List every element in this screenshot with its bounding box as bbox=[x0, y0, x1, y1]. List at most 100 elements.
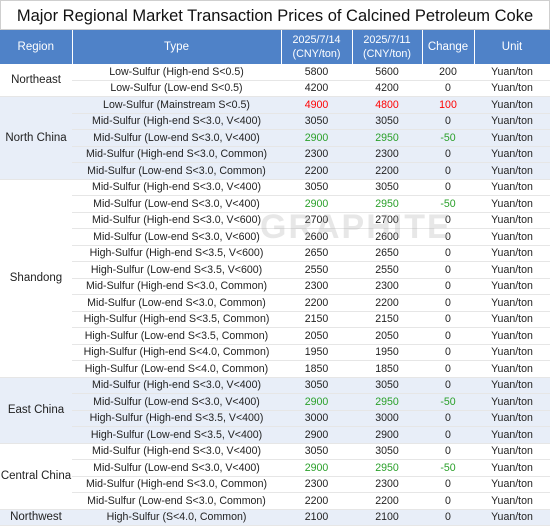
price-current-cell: 2600 bbox=[281, 228, 352, 246]
type-cell: High-Sulfur (High-end S<3.5, V<400) bbox=[72, 410, 281, 427]
price-previous-cell: 2200 bbox=[352, 162, 422, 180]
price-previous-cell: 2950 bbox=[352, 459, 422, 477]
table-row: Mid-Sulfur (High-end S<3.0, Common) 2300 2… bbox=[0, 146, 550, 163]
type-cell: High-Sulfur (Low-end S<3.5, Common) bbox=[72, 327, 281, 345]
type-cell: High-Sulfur (High-end S<4.0, Common) bbox=[72, 344, 281, 361]
price-current-cell: 2200 bbox=[281, 492, 352, 510]
header-row: Region Type 2025/7/14 (CNY/ton) 2025/7/1… bbox=[0, 30, 550, 64]
change-cell: 0 bbox=[422, 146, 474, 163]
type-cell: Mid-Sulfur (Low-end S<3.0, Common) bbox=[72, 162, 281, 180]
change-cell: 100 bbox=[422, 96, 474, 114]
type-cell: Mid-Sulfur (Low-end S<3.0, V<400) bbox=[72, 459, 281, 477]
price-current-cell: 2900 bbox=[281, 393, 352, 411]
header-date1-unit: (CNY/ton) bbox=[292, 48, 341, 60]
price-current-cell: 2900 bbox=[281, 459, 352, 477]
change-cell: 0 bbox=[422, 179, 474, 196]
unit-cell: Yuan/ton bbox=[474, 179, 550, 196]
region-cell: Northeast bbox=[0, 64, 72, 97]
header-date1-label: 2025/7/14 bbox=[292, 34, 341, 46]
price-current-cell: 5800 bbox=[281, 64, 352, 81]
price-previous-cell: 3050 bbox=[352, 113, 422, 130]
table-row: Mid-Sulfur (High-end S<3.0, V<600) 2700 27… bbox=[0, 212, 550, 229]
price-previous-cell: 2300 bbox=[352, 146, 422, 163]
table-row: Mid-Sulfur (Low-end S<3.0, V<400) 2900 295… bbox=[0, 195, 550, 213]
price-previous-cell: 3050 bbox=[352, 179, 422, 196]
type-cell: Mid-Sulfur (High-end S<3.0, V<600) bbox=[72, 212, 281, 229]
table-row: Northwest High-Sulfur (S<4.0, Common) 2100… bbox=[0, 509, 550, 526]
price-current-cell: 1850 bbox=[281, 360, 352, 378]
unit-cell: Yuan/ton bbox=[474, 278, 550, 295]
price-previous-cell: 2150 bbox=[352, 311, 422, 328]
price-current-cell: 3050 bbox=[281, 377, 352, 394]
table-row: High-Sulfur (High-end S<3.5, V<400) 3000 3… bbox=[0, 410, 550, 427]
change-cell: 0 bbox=[422, 360, 474, 378]
region-cell: Northwest bbox=[0, 509, 72, 526]
table-row: Mid-Sulfur (Low-end S<3.0, V<400) 2900 295… bbox=[0, 459, 550, 477]
price-current-cell: 2150 bbox=[281, 311, 352, 328]
change-cell: 0 bbox=[422, 212, 474, 229]
table-row: Mid-Sulfur (Low-end S<3.0, Common) 2200 22… bbox=[0, 294, 550, 312]
change-cell: 0 bbox=[422, 245, 474, 262]
table-row: Mid-Sulfur (Low-end S<3.0, V<600) 2600 260… bbox=[0, 228, 550, 246]
type-cell: Mid-Sulfur (Low-end S<3.0, V<600) bbox=[72, 228, 281, 246]
price-previous-cell: 3050 bbox=[352, 377, 422, 394]
price-previous-cell: 4200 bbox=[352, 80, 422, 97]
unit-cell: Yuan/ton bbox=[474, 162, 550, 180]
region-cell: Shandong bbox=[0, 179, 72, 378]
unit-cell: Yuan/ton bbox=[474, 245, 550, 262]
price-current-cell: 4200 bbox=[281, 80, 352, 97]
table-row: Mid-Sulfur (High-end S<3.0, Common) 2300 2… bbox=[0, 476, 550, 493]
price-previous-cell: 2650 bbox=[352, 245, 422, 262]
table-row: Mid-Sulfur (Low-end S<3.0, Common) 2200 22… bbox=[0, 492, 550, 510]
change-cell: 0 bbox=[422, 443, 474, 460]
type-cell: Mid-Sulfur (Low-end S<3.0, V<400) bbox=[72, 195, 281, 213]
price-previous-cell: 2950 bbox=[352, 393, 422, 411]
table-row: High-Sulfur (Low-end S<3.5, Common) 2050 2… bbox=[0, 327, 550, 345]
unit-cell: Yuan/ton bbox=[474, 64, 550, 81]
change-cell: -50 bbox=[422, 459, 474, 477]
change-cell: 0 bbox=[422, 327, 474, 345]
price-current-cell: 2550 bbox=[281, 261, 352, 279]
change-cell: -50 bbox=[422, 393, 474, 411]
price-previous-cell: 2950 bbox=[352, 195, 422, 213]
unit-cell: Yuan/ton bbox=[474, 426, 550, 444]
unit-cell: Yuan/ton bbox=[474, 195, 550, 213]
unit-cell: Yuan/ton bbox=[474, 393, 550, 411]
region-cell: North China bbox=[0, 96, 72, 180]
header-region: Region bbox=[0, 30, 73, 64]
header-date2-unit: (CNY/ton) bbox=[363, 48, 411, 60]
unit-cell: Yuan/ton bbox=[474, 113, 550, 130]
price-table: Region Type 2025/7/14 (CNY/ton) 2025/7/1… bbox=[0, 30, 550, 526]
type-cell: High-Sulfur (S<4.0, Common) bbox=[72, 509, 281, 526]
price-previous-cell: 3000 bbox=[352, 410, 422, 427]
change-cell: 0 bbox=[422, 294, 474, 312]
header-date2-label: 2025/7/11 bbox=[363, 34, 411, 46]
table-body: Northeast Low-Sulfur (High-end S<0.5) 5800… bbox=[0, 64, 550, 526]
change-cell: 0 bbox=[422, 228, 474, 246]
change-cell: 0 bbox=[422, 311, 474, 328]
table-row: High-Sulfur (High-end S<4.0, Common) 1950… bbox=[0, 344, 550, 361]
header-date2: 2025/7/11 (CNY/ton) bbox=[352, 30, 423, 64]
unit-cell: Yuan/ton bbox=[474, 146, 550, 163]
table-row: High-Sulfur (High-end S<3.5, Common) 2150… bbox=[0, 311, 550, 328]
type-cell: Mid-Sulfur (High-end S<3.0, V<400) bbox=[72, 377, 281, 394]
unit-cell: Yuan/ton bbox=[474, 212, 550, 229]
price-current-cell: 2200 bbox=[281, 294, 352, 312]
price-current-cell: 2050 bbox=[281, 327, 352, 345]
unit-cell: Yuan/ton bbox=[474, 459, 550, 477]
table-row: Central China Mid-Sulfur (High-end S<3.0,… bbox=[0, 443, 550, 510]
unit-cell: Yuan/ton bbox=[474, 410, 550, 427]
price-current-cell: 4900 bbox=[281, 96, 352, 114]
table-row: High-Sulfur (Low-end S<4.0, Common) 1850 1… bbox=[0, 360, 550, 378]
type-cell: Low-Sulfur (Mainstream S<0.5) bbox=[72, 96, 281, 114]
price-previous-cell: 1850 bbox=[352, 360, 422, 378]
price-current-cell: 2300 bbox=[281, 146, 352, 163]
price-current-cell: 2300 bbox=[281, 476, 352, 493]
unit-cell: Yuan/ton bbox=[474, 129, 550, 147]
change-cell: 0 bbox=[422, 426, 474, 444]
change-cell: -50 bbox=[422, 129, 474, 147]
price-current-cell: 2900 bbox=[281, 195, 352, 213]
region-cell: Central China bbox=[0, 443, 72, 510]
change-cell: 0 bbox=[422, 492, 474, 510]
type-cell: Mid-Sulfur (Low-end S<3.0, Common) bbox=[72, 294, 281, 312]
